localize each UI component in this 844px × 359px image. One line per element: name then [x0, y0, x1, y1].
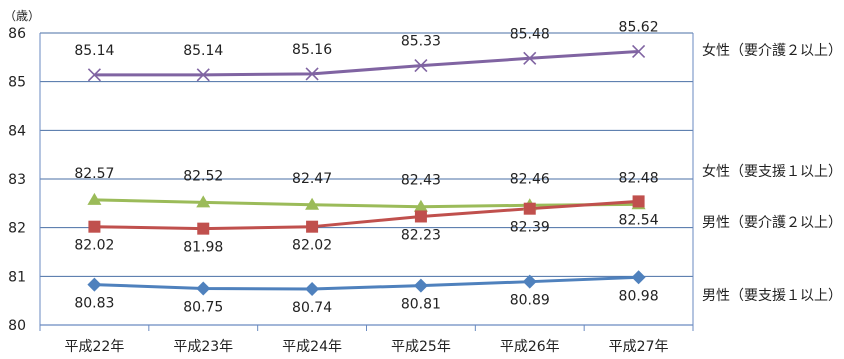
y-tick-label: 82 [8, 221, 26, 237]
axes [39, 33, 694, 331]
square-marker [88, 220, 101, 233]
data-label: 85.33 [401, 34, 441, 50]
diamond-marker [305, 281, 320, 296]
series-line [94, 49, 639, 77]
x-tick-label: 平成27年 [609, 339, 669, 355]
y-tick-label: 81 [8, 269, 26, 285]
grid-lines [40, 32, 693, 326]
diamond-marker [631, 270, 646, 285]
square-marker [523, 202, 536, 215]
x-marker [523, 51, 537, 65]
diamond-marker [87, 277, 102, 292]
x-marker [632, 44, 646, 59]
data-label: 82.48 [619, 170, 659, 186]
data-labels: 85.14 85.14 85.16 85.33 85.48 85.62 82.57 82.52… [74, 19, 658, 315]
data-label: 80.81 [401, 297, 441, 313]
diamond-marker [196, 281, 211, 296]
data-label: 80.83 [74, 296, 114, 312]
y-tick-label: 84 [8, 123, 26, 139]
x-marker [196, 68, 210, 82]
data-label: 85.16 [292, 42, 332, 58]
x-marker [305, 67, 319, 81]
square-marker [306, 220, 319, 233]
y-tick-label: 86 [8, 26, 26, 42]
x-marker [414, 59, 428, 73]
data-label: 82.23 [401, 227, 441, 243]
series-line [94, 275, 639, 291]
x-tick-label: 平成26年 [500, 339, 560, 355]
triangle-marker [413, 199, 428, 212]
data-label: 85.62 [619, 19, 659, 35]
data-label: 80.75 [183, 300, 223, 316]
data-label: 82.52 [183, 168, 223, 184]
diamond-marker [522, 274, 537, 289]
square-marker [197, 222, 210, 235]
series-label: 男性（要支援１以上） [702, 288, 842, 304]
triangle-marker [87, 192, 102, 205]
data-label: 82.54 [619, 212, 659, 228]
triangle-marker [196, 195, 211, 208]
diamond-marker [413, 278, 428, 293]
data-label: 81.98 [183, 240, 223, 256]
data-label: 82.39 [510, 220, 550, 236]
data-label: 80.98 [619, 288, 659, 304]
series-label: 女性（要支援１以上） [702, 163, 842, 180]
data-label: 85.14 [183, 43, 223, 59]
data-label: 82.02 [292, 238, 332, 254]
series-label: 女性（要介護２以上） [702, 42, 842, 59]
square-marker [632, 195, 645, 208]
x-tick-label: 平成22年 [65, 339, 125, 355]
data-label: 82.46 [510, 171, 550, 187]
series-markers [87, 44, 646, 296]
series-label: 男性（要介護２以上） [702, 215, 842, 231]
data-label: 82.02 [74, 238, 114, 254]
triangle-marker [305, 197, 320, 210]
y-tick-labels: 80 81 82 83 84 85 86 [8, 26, 26, 334]
y-tick-label: 80 [8, 318, 26, 334]
x-tick-label: 平成25年 [391, 339, 451, 355]
square-marker [414, 210, 427, 223]
data-label: 82.43 [401, 173, 441, 189]
x-marker [87, 68, 101, 82]
data-label: 80.89 [510, 293, 550, 309]
y-tick-label: 83 [8, 172, 26, 188]
data-label: 82.47 [292, 171, 332, 187]
x-tick-label: 平成24年 [282, 339, 342, 355]
data-label: 85.14 [74, 43, 114, 59]
series-labels: 女性（要介護２以上） 女性（要支援１以上） 男性（要介護２以上） 男性（要支援１以上） [702, 42, 842, 304]
x-tick-label: 平成23年 [173, 339, 233, 355]
x-tick-labels: 平成22年 平成23年 平成24年 平成25年 平成26年 平成27年 [65, 339, 669, 355]
series-line [94, 199, 639, 231]
series-lines [94, 49, 639, 291]
y-tick-label: 85 [8, 75, 26, 91]
data-label: 85.48 [510, 26, 550, 42]
series-line [94, 198, 639, 209]
y-axis-unit-label: （歳） [4, 9, 40, 23]
data-label: 82.57 [74, 166, 114, 182]
data-label: 80.74 [292, 300, 332, 316]
